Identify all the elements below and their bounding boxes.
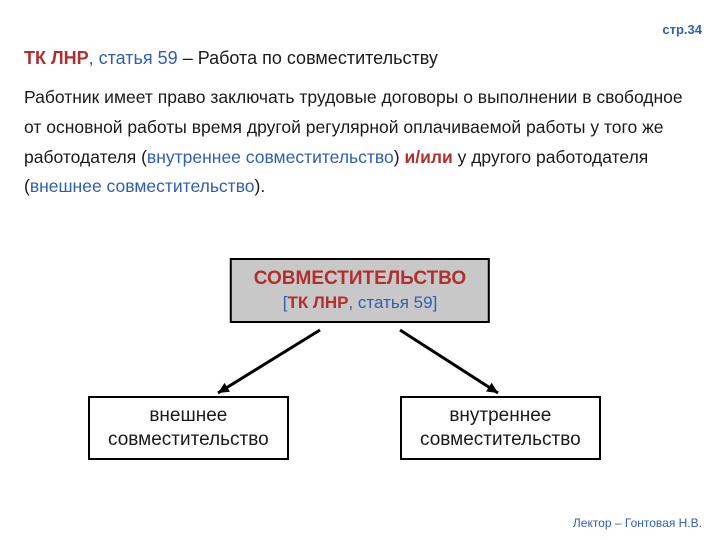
right-l1: внутреннее <box>420 404 581 428</box>
para-outer: внешнее совместительство <box>30 176 255 196</box>
left-l1: внешнее <box>108 404 269 428</box>
diagram-right-box: внутреннее совместительство <box>400 396 601 460</box>
para-t2: ) <box>394 147 405 167</box>
ref-code: ТК ЛНР <box>287 293 348 312</box>
heading-subject: Работа по совместительству <box>198 48 438 68</box>
diagram-top-ref: [ТК ЛНР, статья 59] <box>254 293 466 313</box>
page-prefix: стр. <box>662 22 687 37</box>
diagram: СОВМЕСТИТЕЛЬСТВО [ТК ЛНР, статья 59] вне… <box>0 258 720 508</box>
content-area: ТК ЛНР, статья 59 – Работа по совместите… <box>24 48 696 202</box>
diagram-top-box: СОВМЕСТИТЕЛЬСТВО [ТК ЛНР, статья 59] <box>230 258 490 323</box>
ref-rest: , статья 59] <box>348 293 437 312</box>
para-t4: ). <box>255 176 266 196</box>
heading-code: ТК ЛНР <box>24 48 89 68</box>
para-inner: внутреннее совместительство <box>147 147 394 167</box>
diagram-top-title: СОВМЕСТИТЕЛЬСТВО <box>254 268 466 290</box>
footer-lecturer: Лектор – Гонтовая Н.В. <box>573 516 702 530</box>
page-num: 34 <box>688 22 702 37</box>
heading-dash: – <box>183 48 198 68</box>
heading: ТК ЛНР, статья 59 – Работа по совместите… <box>24 48 696 69</box>
footer-text: Лектор – Гонтовая Н.В. <box>573 516 702 530</box>
para-andor: и/или <box>404 147 452 167</box>
left-l2: совместительство <box>108 428 269 452</box>
paragraph: Работник имеет право заключать трудовые … <box>24 83 696 202</box>
right-l2: совместительство <box>420 428 581 452</box>
page-number: стр.34 <box>662 22 702 37</box>
diagram-left-box: внешнее совместительство <box>88 396 289 460</box>
heading-article: , статья 59 <box>89 48 183 68</box>
